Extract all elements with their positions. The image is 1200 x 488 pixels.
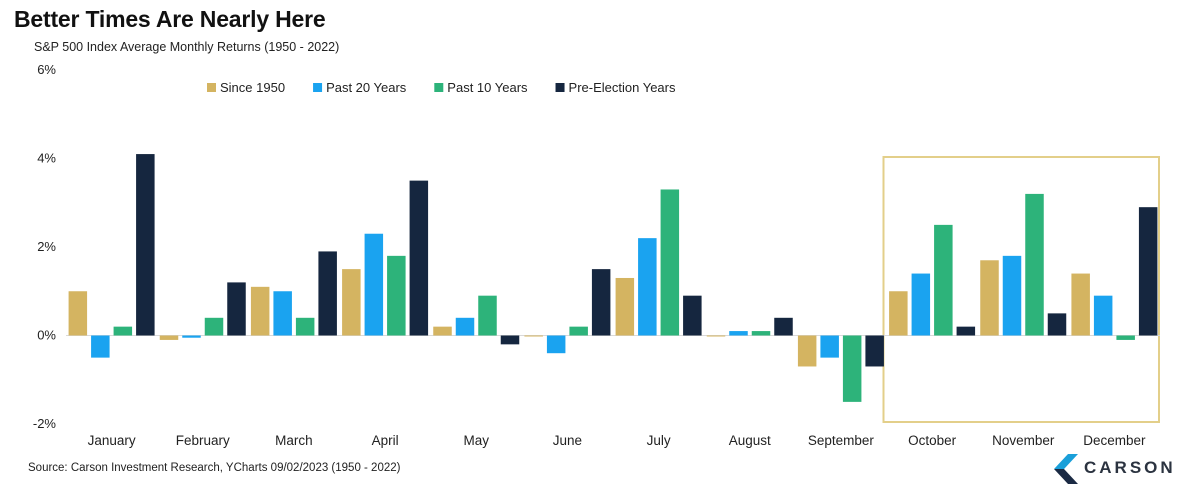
highlight-box [882,156,1160,423]
bar [1093,295,1113,336]
bar [934,224,953,336]
bar [638,238,657,336]
logo-text: CARSON [1084,458,1176,477]
legend-label: Past 20 Years [326,80,407,95]
x-tick-label: December [1083,433,1146,448]
x-tick-label: September [808,433,875,448]
x-tick-label: February [176,433,230,448]
bar [683,295,702,336]
bar [455,317,475,336]
bar [136,154,155,336]
bar [227,282,246,336]
legend-label: Past 10 Years [447,80,528,95]
bar [889,291,908,336]
y-tick-label: 6% [37,62,56,77]
x-tick-label: April [372,433,399,448]
bar [500,335,520,345]
y-tick-label: -2% [33,416,57,431]
bar [591,269,611,336]
bar [113,326,133,336]
x-tick-label: November [992,433,1055,448]
bar [1047,313,1067,336]
bar [1138,207,1158,336]
bar [615,277,635,336]
bar [1025,193,1044,336]
bar [1071,273,1090,336]
bar [159,335,179,340]
x-tick-label: October [908,433,957,448]
bar [1002,255,1022,336]
bar [91,335,110,358]
legend-label: Since 1950 [220,80,285,95]
x-tick-label: August [729,433,771,448]
legend-swatch [434,83,444,92]
bar [364,233,384,336]
x-tick-label: June [553,433,582,448]
bar [524,335,543,337]
bar [250,286,270,336]
bar [68,291,88,336]
y-tick-label: 2% [37,239,56,254]
bar [342,269,361,336]
x-tick-label: January [88,433,136,448]
chart-subtitle: S&P 500 Index Average Monthly Returns (1… [34,40,340,54]
bar [820,335,839,358]
bar [911,273,931,336]
bar [204,317,224,336]
bar [295,317,315,336]
bar [1116,335,1135,340]
carson-chevron-icon [1054,454,1078,484]
bar [182,335,201,338]
legend-swatch [207,83,216,92]
y-tick-label: 0% [37,328,56,343]
source-note: Source: Carson Investment Research, YCha… [28,462,401,474]
x-tick-label: March [275,433,313,448]
bar [956,326,976,336]
legend-swatch [555,83,565,92]
bar [660,189,680,336]
x-tick-label: May [463,433,489,448]
bar [729,331,748,336]
bar [865,335,884,367]
bar [273,291,292,336]
legend-swatch [313,83,323,92]
carson-logo: CARSON [1054,452,1184,486]
y-tick-label: 4% [37,151,56,166]
bar [751,331,771,336]
chart-title: Better Times Are Nearly Here [14,6,326,32]
legend-label: Pre-Election Years [569,80,676,95]
bar [774,317,793,336]
bar [318,251,337,336]
bar [842,335,862,402]
x-tick-label: July [647,433,671,448]
bar [546,335,566,354]
bar [387,255,406,336]
bar [980,260,999,336]
bar [433,326,452,336]
bar [569,326,588,336]
bar [706,335,726,337]
bar [478,295,497,336]
bar [797,335,817,367]
bar [409,180,429,336]
